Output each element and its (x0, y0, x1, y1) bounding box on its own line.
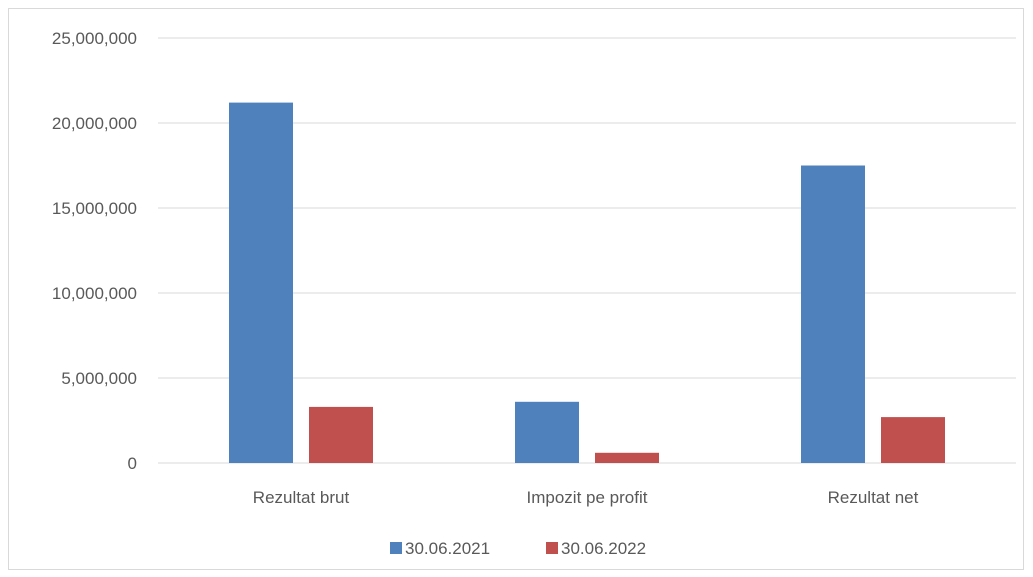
gridlines (158, 37, 1016, 464)
x-axis-categories: Rezultat brut Impozit pe profit Rezultat n… (253, 488, 919, 507)
bar (595, 452, 659, 463)
legend-label: 30.06.2022 (561, 539, 646, 558)
legend-label: 30.06.2021 (405, 539, 490, 558)
category-label: Rezultat net (828, 488, 919, 507)
y-tick-label: 0 (128, 454, 137, 473)
bar (881, 417, 945, 463)
legend: 30.06.2021 30.06.2022 (390, 539, 646, 558)
category-label: Impozit pe profit (527, 488, 648, 507)
y-tick-label: 25,000,000 (52, 29, 137, 48)
category-label: Rezultat brut (253, 488, 350, 507)
y-tick-label: 5,000,000 (61, 369, 137, 388)
legend-swatch (390, 542, 402, 554)
y-tick-label: 15,000,000 (52, 199, 137, 218)
bar (229, 102, 293, 463)
legend-swatch (546, 542, 558, 554)
bars (229, 102, 945, 463)
y-axis-ticks: 0 5,000,000 10,000,000 15,000,000 20,000,000… (52, 29, 137, 473)
bar (801, 165, 865, 463)
bar (309, 406, 373, 463)
bar (515, 401, 579, 463)
y-tick-label: 10,000,000 (52, 284, 137, 303)
y-tick-label: 20,000,000 (52, 114, 137, 133)
